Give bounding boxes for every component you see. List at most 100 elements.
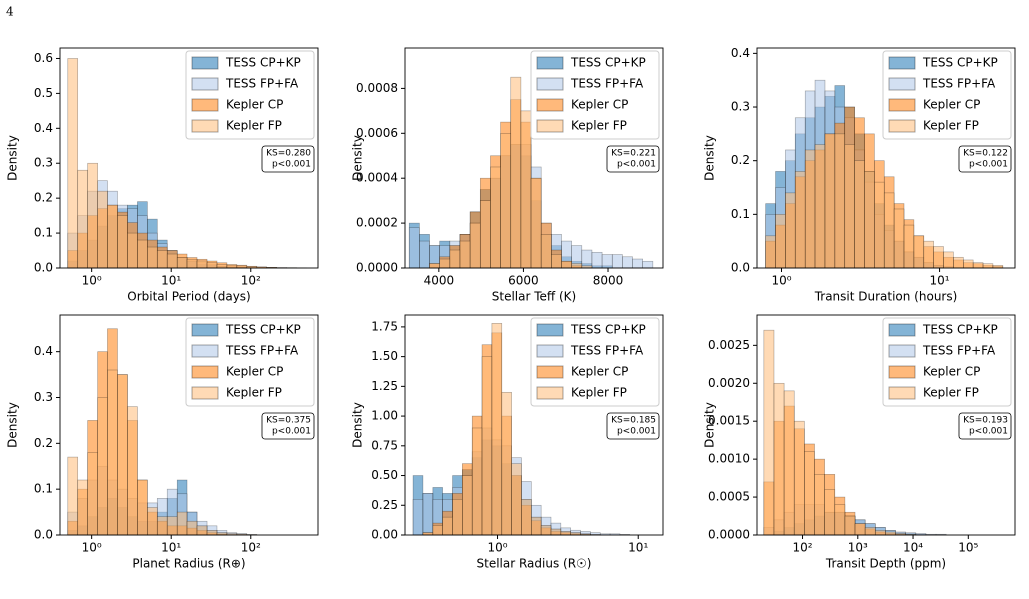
annotation: KS=0.122 [963,149,1008,159]
histogram-bar [510,76,522,269]
histogram-bar [147,246,158,269]
legend-swatch [536,56,564,70]
legend-swatch [888,365,916,379]
histogram-bar [67,58,79,269]
histogram-bar [491,323,503,536]
histogram-bar [864,171,875,269]
annotation-box [606,145,660,173]
y-tick-label: 0.2 [34,191,53,205]
y-axis-label: Density [351,135,365,181]
y-tick-label: 0.2 [34,436,53,450]
histogram-bar [763,329,775,536]
y-tick-label: 0.0025 [708,338,750,352]
y-axis-label: Density [703,402,717,448]
histogram-bar [97,190,108,269]
y-tick-label: 0.5 [34,86,53,100]
x-tick-label: 10⁰ [82,541,102,555]
histogram-bar [933,246,944,269]
legend-label: Kepler CP [226,365,283,379]
histogram-bar [432,525,443,536]
histogram-bar [186,520,198,536]
legend-swatch [888,323,916,337]
histogram-bar [632,258,643,269]
y-tick-label: 0.0000 [708,528,750,542]
histogram-bar [530,177,542,269]
x-tick-label: 10⁵ [958,541,978,555]
histogram-bar [442,516,453,536]
annotation: p<0.001 [617,427,656,437]
histogram-bar [429,263,440,269]
legend-box [882,50,1012,140]
histogram-bar [469,222,481,269]
legend-swatch [191,56,219,70]
legend-swatch [191,365,219,379]
histogram-bar [77,169,88,269]
x-tick-label: 10² [241,541,261,555]
x-tick-label: 10¹ [161,274,181,288]
histogram-bar [196,525,208,536]
histogram-bar [462,475,473,536]
annotation: p<0.001 [969,160,1008,170]
histogram-bar [814,474,825,536]
y-axis-label: Density [703,135,717,181]
legend-label: Kepler CP [923,98,980,112]
histogram-bar [581,249,593,269]
histogram-bar [176,511,188,536]
legend-label: Kepler FP [226,386,282,400]
x-tick-label: 10⁰ [487,541,507,555]
histogram-bar [530,516,542,536]
y-tick-label: 1.75 [371,319,398,333]
axes-frame [404,314,664,536]
histogram-bar [127,406,138,536]
histogram-bar [137,479,148,536]
histogram-bar [943,251,954,269]
histogram-bar [923,240,934,269]
legend-swatch [191,98,219,112]
legend-label: Kepler FP [923,119,979,133]
legend-swatch [888,386,916,400]
histogram-bar [972,262,984,269]
histogram-bar [903,224,915,269]
y-tick-label: 0.3 [34,156,53,170]
histogram-bar [824,133,836,269]
x-tick-label: 4000 [424,274,455,288]
x-tick-label: 10² [792,541,812,555]
x-axis-label: Planet Radius (R⊕) [132,557,245,571]
histogram-bar [500,133,512,269]
histogram-bar [785,192,796,269]
y-tick-label: 0.1 [34,482,53,496]
axes-frame [59,47,319,269]
y-tick-label: 0.0002 [356,216,398,230]
y-tick-label: 1.00 [371,409,398,423]
legend-box [882,317,1012,407]
histogram-bar [551,254,562,269]
histogram-bar [571,263,583,269]
histogram-bar [117,215,128,269]
legend-label: TESS CP+KP [225,56,301,70]
x-tick-label: 10³ [848,541,868,555]
histogram-bar [953,256,964,269]
x-tick-label: 10⁴ [903,541,923,555]
histogram-bar [864,527,876,536]
x-tick-label: 10² [241,274,261,288]
legend-swatch [888,98,916,112]
histogram-bar [196,260,208,269]
histogram-bar [511,463,522,536]
legend-label: Kepler CP [571,365,628,379]
histogram-bar [439,258,451,269]
histogram-bar [885,531,896,536]
legend-box [185,50,315,140]
histogram-bar [824,489,836,536]
legend-label: TESS FP+FA [922,344,996,358]
histogram-bar [481,356,493,536]
annotation: KS=0.221 [611,149,656,159]
x-tick-label: 10¹ [628,541,648,555]
axes-frame [756,314,1016,536]
y-axis-label: Density [6,402,20,448]
y-tick-label: 0.1 [731,207,750,221]
y-tick-label: 0.4 [34,344,53,358]
legend-swatch [191,344,219,358]
y-axis-label: Density [6,135,20,181]
page-number: 4 [6,5,14,19]
